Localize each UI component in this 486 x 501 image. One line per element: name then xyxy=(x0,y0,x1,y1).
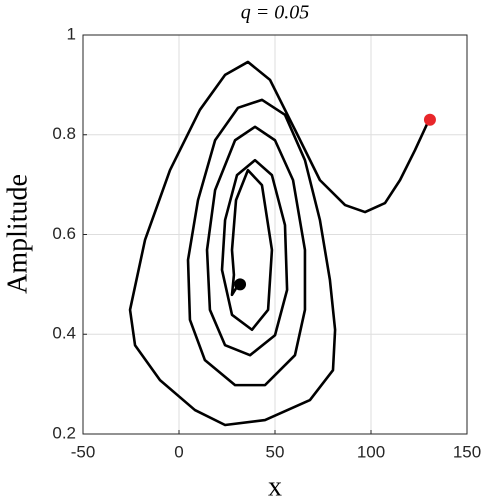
chart-title: q = 0.05 xyxy=(241,2,310,24)
y-tick-label: 0.8 xyxy=(52,124,76,143)
y-tick-label: 0.6 xyxy=(52,224,76,243)
x-axis-label: x xyxy=(268,471,282,501)
x-tick-label: 100 xyxy=(357,442,385,461)
plot-frame xyxy=(82,34,468,435)
x-tick-label: 150 xyxy=(453,442,481,461)
trajectory-line xyxy=(128,60,432,427)
y-tick-label: 0.4 xyxy=(52,324,76,343)
point-marker xyxy=(423,113,436,126)
y-tick-label: 0.2 xyxy=(52,423,76,442)
x-tick-label: 50 xyxy=(266,442,285,461)
x-tick-label: 0 xyxy=(174,442,183,461)
point-marker xyxy=(234,278,247,291)
y-tick-label: 1 xyxy=(67,24,76,43)
y-axis-label: Amplitude xyxy=(2,174,33,294)
x-tick-label: -50 xyxy=(71,442,96,461)
